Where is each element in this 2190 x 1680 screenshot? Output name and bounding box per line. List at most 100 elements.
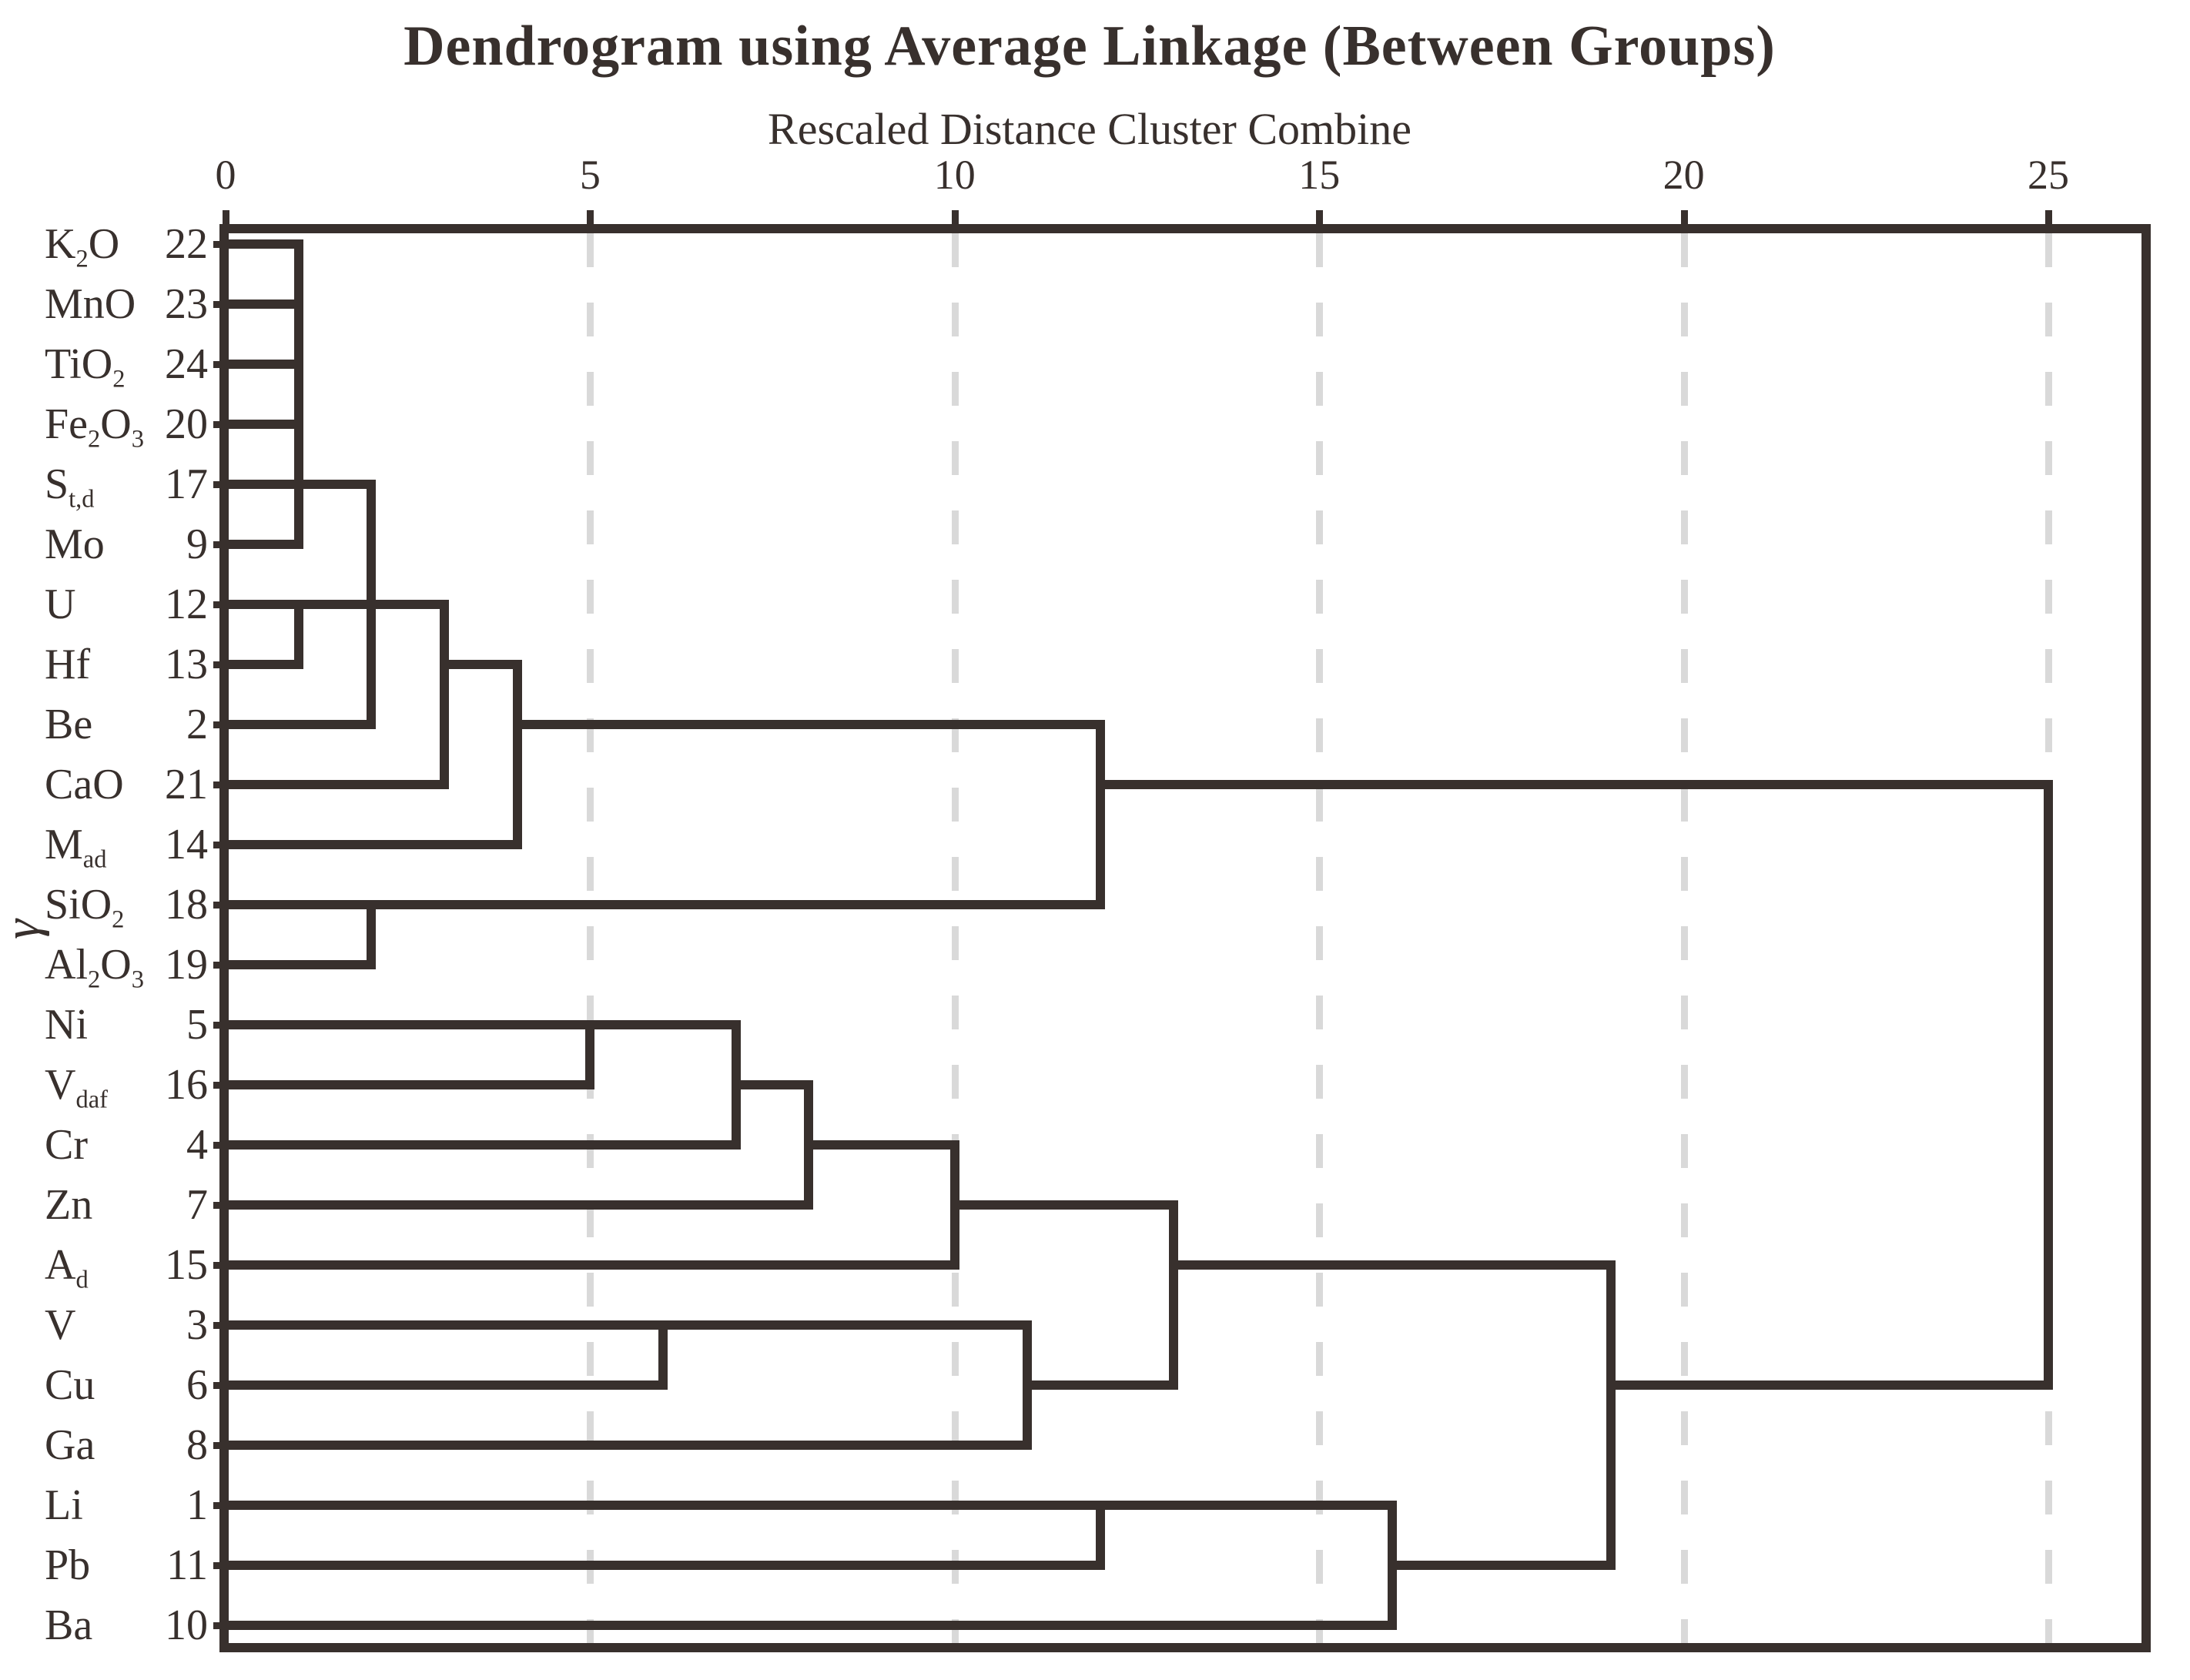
leaf-case-number: 2	[186, 701, 208, 748]
dendrogram-h-segment	[221, 720, 377, 729]
leaf-case-number: 4	[186, 1121, 208, 1169]
leaf-row-tick	[213, 301, 226, 308]
dendrogram-h-segment	[1096, 780, 2053, 789]
leaf-row-tick	[213, 1382, 226, 1389]
leaf-case-number: 20	[165, 400, 208, 448]
leaf-label-row: U 12	[45, 577, 208, 631]
axis-tick-label-5: 5	[579, 152, 601, 198]
dendrogram-h-segment	[221, 360, 303, 369]
gridline-10	[951, 233, 959, 1643]
leaf-name: TiO2	[45, 340, 126, 393]
gridline-5	[587, 233, 594, 1643]
leaf-row-tick	[213, 1622, 226, 1629]
dendrogram-h-segment	[1606, 1380, 2053, 1390]
dendrogram-h-segment	[221, 780, 450, 789]
leaf-case-number: 7	[186, 1181, 208, 1229]
dendrogram-v-segment	[585, 1020, 595, 1089]
leaf-row-tick	[213, 241, 226, 248]
dendrogram-v-segment	[293, 600, 303, 669]
leaf-case-number: 8	[186, 1421, 208, 1469]
dendrogram-h-segment	[221, 1260, 959, 1270]
gridline-20	[1680, 233, 1688, 1643]
leaf-row-tick	[213, 781, 226, 788]
leaf-case-number: 22	[165, 220, 208, 268]
dendrogram-v-segment	[440, 600, 450, 789]
leaf-name: Ga	[45, 1421, 95, 1469]
leaf-row-tick	[213, 1502, 226, 1509]
axis-tick-label-15: 15	[1298, 152, 1341, 198]
leaf-row-tick	[213, 1202, 226, 1209]
leaf-name: Mad	[45, 821, 107, 874]
dendrogram-v-segment	[1606, 1260, 1616, 1570]
dendrogram-v-segment	[367, 480, 377, 729]
dendrogram-v-segment	[512, 660, 522, 849]
dendrogram-h-segment	[731, 1080, 814, 1089]
leaf-label-row: Al2O3 19	[45, 938, 208, 992]
leaf-case-number: 3	[186, 1301, 208, 1349]
dendrogram-h-segment	[440, 660, 522, 669]
leaf-label-row: MnO 23	[45, 277, 208, 331]
leaf-row-tick	[213, 1022, 226, 1029]
leaf-row-tick	[213, 1082, 226, 1089]
dendrogram-v-segment	[1096, 720, 1106, 909]
leaf-row-tick	[213, 601, 226, 608]
leaf-label-row: K2O 22	[45, 217, 208, 272]
leaf-row-tick	[213, 421, 226, 428]
dendrogram-v-segment	[804, 1080, 814, 1210]
plot-border-top	[219, 224, 2151, 233]
plot-border-right	[2141, 224, 2151, 1652]
leaf-case-number: 21	[165, 761, 208, 808]
dendrogram-v-segment	[293, 239, 303, 549]
axis-tick-label-0: 0	[215, 152, 236, 198]
dendrogram-h-segment	[221, 600, 450, 609]
leaf-label-row: Ad 15	[45, 1238, 208, 1293]
leaf-label-row: Ni 5	[45, 998, 208, 1052]
leaf-case-number: 12	[165, 581, 208, 628]
dendrogram-h-segment	[221, 840, 522, 849]
leaf-case-number: 15	[165, 1241, 208, 1289]
axis-tick-25	[2045, 210, 2052, 230]
leaf-row-tick	[213, 1562, 226, 1569]
leaf-case-number: 6	[186, 1361, 208, 1409]
leaf-label-row: Mad 14	[45, 818, 208, 872]
dendrogram-h-segment	[949, 1200, 1178, 1210]
leaf-label-row: Li 1	[45, 1478, 208, 1532]
dendrogram-v-segment	[1023, 1320, 1033, 1450]
leaf-case-number: 13	[165, 641, 208, 688]
dendrogram-h-segment	[221, 1561, 1106, 1570]
dendrogram-h-segment	[221, 239, 303, 249]
dendrogram-h-segment	[221, 1080, 595, 1089]
leaf-name: Vdaf	[45, 1061, 108, 1114]
leaf-row-tick	[213, 661, 226, 668]
leaf-row-tick	[213, 721, 226, 728]
leaf-name: Hf	[45, 641, 91, 688]
leaf-label-row: Ba 10	[45, 1598, 208, 1652]
leaf-name: Be	[45, 701, 93, 748]
dendrogram-v-segment	[658, 1320, 668, 1390]
leaf-row-tick	[213, 1322, 226, 1329]
dendrogram-v-segment	[1096, 1501, 1106, 1570]
leaf-name: Pb	[45, 1541, 91, 1589]
leaf-case-number: 10	[165, 1601, 208, 1649]
leaf-name: Cu	[45, 1361, 95, 1409]
leaf-row-tick	[213, 842, 226, 848]
dendrogram-h-segment	[221, 1140, 741, 1150]
leaf-name: Ni	[45, 1001, 88, 1049]
dendrogram-h-segment	[221, 1621, 1397, 1630]
leaf-row-tick	[213, 1262, 226, 1269]
dendrogram-h-segment	[221, 1441, 1033, 1450]
leaf-label-row: TiO2 24	[45, 337, 208, 393]
leaf-label-row: Cu 6	[45, 1358, 208, 1412]
leaf-name: Cr	[45, 1121, 88, 1169]
leaf-label-row: Pb 11	[45, 1538, 208, 1592]
dendrogram-v-segment	[731, 1020, 741, 1150]
dendrogram-h-segment	[804, 1140, 959, 1150]
dendrogram-h-segment	[1168, 1260, 1616, 1270]
chart-subtitle: Rescaled Distance Cluster Combine	[768, 104, 1411, 154]
leaf-name: Al2O3	[45, 941, 144, 994]
leaf-label-row: Mo 9	[45, 517, 208, 571]
leaf-row-tick	[213, 902, 226, 909]
leaf-row-tick	[213, 1442, 226, 1449]
